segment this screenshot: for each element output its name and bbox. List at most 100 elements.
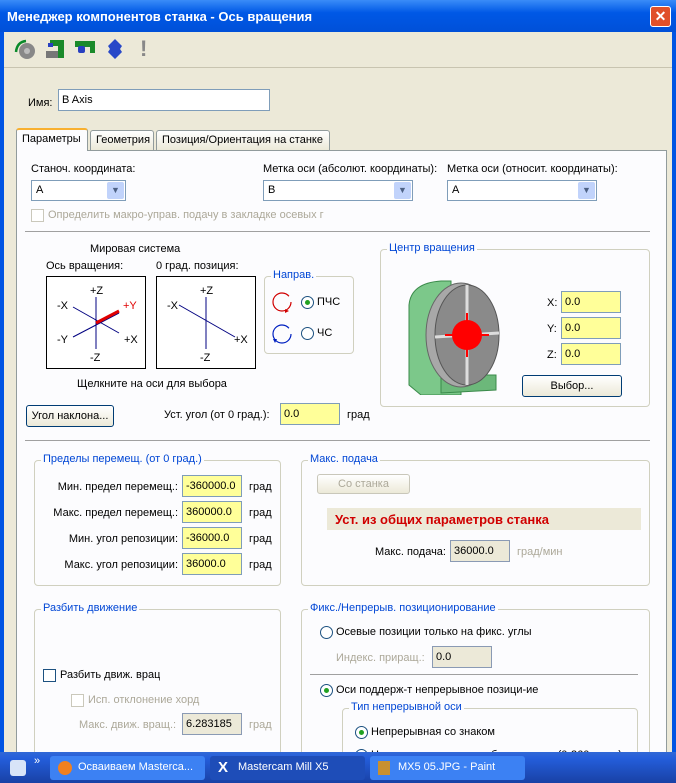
mastercam-icon: X — [218, 759, 229, 776]
close-button[interactable]: ✕ — [650, 6, 671, 27]
unit-label: град — [249, 533, 272, 545]
min-travel-label: Мин. предел перемещ.: — [57, 481, 178, 493]
rotation-axis-picker[interactable]: +Z -Z -X +X -Y +Y — [46, 276, 146, 369]
taskbar-item[interactable]: Осваиваем Masterca... — [50, 756, 205, 780]
group-title: Макс. подача — [308, 453, 380, 465]
macro-feed-label: Определить макро-управ. подачу в закладк… — [48, 209, 324, 221]
x-label: X: — [547, 297, 558, 309]
divider — [310, 674, 638, 675]
taskbar-item[interactable]: X Mastercam Mill X5 — [210, 756, 365, 780]
group-title: Разбить движение — [41, 602, 140, 614]
signed-continuous-label: Непрерывная со знаком — [371, 726, 495, 738]
ccw-radio[interactable] — [301, 296, 314, 309]
macro-feed-checkbox[interactable] — [31, 209, 44, 222]
select-center-button[interactable]: Выбор... — [522, 375, 622, 397]
browser-icon — [58, 761, 72, 775]
world-system-title: Мировая система — [90, 243, 181, 255]
group-title: Фикс./Непрерыв. позиционирование — [308, 602, 498, 614]
title-bar: Менеджер компонентов станка - Ось вращен… — [0, 0, 676, 32]
abs-label-select[interactable]: B ▼ — [263, 180, 413, 201]
machine-coord-select[interactable]: A ▼ — [31, 180, 126, 201]
taskbar-item-label: MX5 05.JPG - Paint — [398, 761, 496, 773]
group-title: Пределы перемещ. (от 0 град.) — [41, 453, 204, 465]
taskbar-item-label: Осваиваем Masterca... — [78, 761, 194, 773]
tilt-angle-button[interactable]: Угол наклона... — [26, 405, 114, 427]
travel-limits-group: Пределы перемещ. (от 0 град.) Мин. преде… — [34, 453, 281, 586]
unit-label: град — [347, 409, 370, 421]
cw-arrow-icon — [272, 324, 292, 344]
max-feed-group: Макс. подача Со станка Уст. из общих пар… — [301, 453, 650, 586]
toolbar: ! — [4, 32, 672, 68]
slide-icon[interactable] — [74, 38, 96, 60]
zero-position-label: 0 град. позиция: — [156, 260, 239, 272]
axis-label[interactable]: -X — [57, 300, 68, 312]
rotation-center-group: Центр вращения X: Y: Z: Выбор... — [380, 242, 650, 407]
max-feed-input[interactable] — [450, 540, 510, 562]
rotary-table-image — [408, 280, 500, 395]
abs-label-label: Метка оси (абсолют. координаты): — [263, 163, 438, 175]
direction-group: Направ. ПЧС ЧС — [264, 269, 354, 354]
taskbar-item[interactable]: MX5 05.JPG - Paint — [370, 756, 525, 780]
taskbar: » Осваиваем Masterca... X Mastercam Mill … — [0, 752, 676, 783]
rotary-axis-icon[interactable] — [14, 38, 36, 60]
max-rotation-input[interactable] — [182, 713, 242, 735]
fixed-angles-radio[interactable] — [320, 626, 333, 639]
tab-position[interactable]: Позиция/Ориентация на станке — [156, 130, 330, 150]
cw-radio[interactable] — [301, 327, 314, 340]
from-machine-button[interactable]: Со станка — [317, 474, 410, 494]
parameters-panel: Станоч. координата: A ▼ Метка оси (абсолю… — [16, 150, 667, 778]
index-increment-input[interactable] — [432, 646, 492, 668]
max-rotation-label: Макс. движ. вращ.: — [79, 719, 177, 731]
quick-launch-chevron[interactable]: » — [34, 755, 41, 767]
axis-label[interactable]: -Z — [200, 352, 211, 364]
chevron-down-icon: ▼ — [107, 182, 124, 199]
tab-parameters[interactable]: Параметры — [16, 128, 88, 151]
group-title: Направ. — [271, 269, 317, 281]
continuous-radio[interactable] — [320, 684, 333, 697]
min-travel-input[interactable] — [182, 475, 242, 497]
unit-label: град/мин — [517, 546, 563, 558]
chord-deviation-checkbox[interactable] — [71, 694, 84, 707]
fixed-angles-label: Осевые позиции только на фикс. углы — [336, 626, 532, 638]
tab-geometry[interactable]: Геометрия — [90, 130, 154, 150]
center-x-input[interactable] — [561, 291, 621, 313]
axis-hint: Щелкните на оси для выбора — [77, 378, 227, 390]
ccw-arrow-icon — [272, 292, 292, 313]
center-z-input[interactable] — [561, 343, 621, 365]
set-angle-input[interactable] — [280, 403, 340, 425]
name-label: Имя: — [28, 97, 53, 109]
unit-label: град — [249, 481, 272, 493]
axis-label[interactable]: +X — [124, 334, 138, 346]
name-input[interactable] — [58, 89, 270, 111]
split-rotation-checkbox[interactable] — [43, 669, 56, 682]
axis-label[interactable]: -X — [167, 300, 178, 312]
divider — [25, 231, 650, 232]
linear-axis-icon[interactable] — [44, 38, 66, 60]
group-title: Тип непрерывной оси — [349, 701, 464, 713]
z-label: Z: — [547, 349, 557, 361]
signed-continuous-radio[interactable] — [355, 726, 368, 739]
rel-label-select[interactable]: A ▼ — [447, 180, 597, 201]
axis-label[interactable]: -Z — [90, 352, 101, 364]
warning-icon[interactable]: ! — [140, 36, 148, 61]
axis-label[interactable]: -Y — [57, 334, 68, 346]
split-motion-group: Разбить движение Разбить движ. врац Исп.… — [34, 602, 281, 769]
axis-label-selected[interactable]: +Y — [123, 300, 137, 312]
min-reposition-label: Мин. угол репозиции: — [68, 533, 178, 545]
quick-launch-icon[interactable] — [10, 760, 26, 776]
machine-params-notice: Уст. из общих параметров станка — [327, 508, 641, 530]
axis-label[interactable]: +Z — [200, 285, 214, 297]
max-reposition-input[interactable] — [182, 553, 242, 575]
ccw-label: ПЧС — [317, 296, 341, 308]
max-feed-label: Макс. подача: — [375, 546, 446, 558]
spindle-icon[interactable] — [104, 38, 126, 60]
unit-label: град — [249, 719, 272, 731]
zero-position-picker[interactable]: +Z -Z -X +X — [156, 276, 256, 369]
axis-diagram — [178, 297, 236, 349]
min-reposition-input[interactable] — [182, 527, 242, 549]
axis-label[interactable]: +Z — [90, 285, 104, 297]
max-travel-input[interactable] — [182, 501, 242, 523]
center-y-input[interactable] — [561, 317, 621, 339]
axis-label[interactable]: +X — [234, 334, 248, 346]
